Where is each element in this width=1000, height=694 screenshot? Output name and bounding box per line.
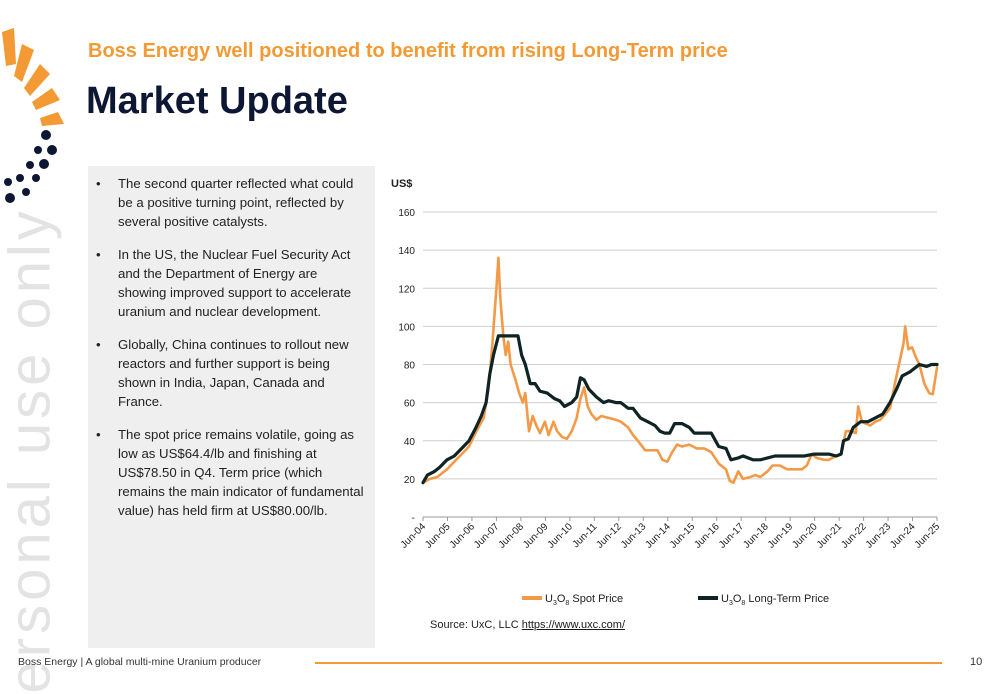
x-tick-label: Jun-17: [717, 521, 747, 551]
bullet-item: In the US, the Nuclear Fuel Security Act…: [96, 245, 369, 321]
slide-title: Market Update: [86, 80, 348, 122]
source-prefix: Source: UxC, LLC: [430, 619, 522, 631]
x-tick-label: Jun-23: [864, 521, 894, 551]
chart-legend: U3O8 Spot Price U3O8 Long-Term Price: [522, 593, 829, 607]
y-axis-label: US$: [391, 178, 412, 190]
x-tick-label: Jun-05: [423, 521, 453, 551]
x-tick-label: Jun-10: [546, 521, 576, 551]
x-tick-label: Jun-06: [448, 521, 478, 551]
spot-price-line: [421, 256, 939, 484]
footer-company: Boss Energy | A global multi-mine Uraniu…: [18, 656, 262, 668]
bullet-list: The second quarter reflected what could …: [88, 166, 375, 520]
x-tick-label: Jun-24: [888, 521, 918, 551]
page-number: 10: [970, 656, 983, 668]
series-lines: [421, 256, 939, 485]
x-tick-label: Jun-19: [766, 521, 796, 551]
x-tick-label: Jun-14: [643, 521, 673, 551]
boss-energy-logo: [2, 28, 64, 203]
y-tick-label: 40: [404, 437, 416, 448]
x-tick-label: Jun-25: [913, 521, 943, 551]
y-tick-label: 100: [398, 322, 415, 333]
x-tick-label: Jun-08: [497, 521, 527, 551]
x-tick-label: Jun-20: [790, 521, 820, 551]
x-tick-label: Jun-16: [692, 521, 722, 551]
long-term-price-line: [421, 334, 939, 485]
y-tick-label: 20: [404, 475, 416, 486]
legend-label-spot: U3O8 Spot Price: [545, 593, 623, 607]
x-tick-label: Jun-04: [399, 521, 429, 551]
bullet-item: Globally, China continues to rollout new…: [96, 335, 369, 411]
bullet-item: The second quarter reflected what could …: [96, 174, 369, 231]
x-tick-label: Jun-12: [595, 521, 625, 551]
y-tick-label: 160: [398, 208, 415, 219]
x-tick-label: Jun-07: [472, 521, 502, 551]
bullet-item: The spot price remains volatile, going a…: [96, 425, 369, 520]
x-tick-label: Jun-13: [619, 521, 649, 551]
legend-label-term: U3O8 Long-Term Price: [721, 593, 829, 607]
footer-divider: [315, 662, 942, 664]
x-tick-labels: Jun-04Jun-05Jun-06Jun-07Jun-08Jun-09Jun-…: [399, 521, 943, 551]
x-tick-label: Jun-21: [815, 521, 845, 551]
chart-grid: [422, 211, 938, 521]
slide-subtitle: Boss Energy well positioned to benefit f…: [88, 40, 728, 62]
y-tick-label: 60: [404, 399, 416, 410]
bullet-panel: The second quarter reflected what could …: [88, 166, 375, 648]
y-tick-label: 80: [404, 361, 416, 372]
source-link[interactable]: https://www.uxc.com/: [521, 619, 626, 631]
x-tick-label: Jun-22: [839, 521, 869, 551]
y-tick-labels: - 20 40 60 80 100 120 140 160: [398, 208, 415, 524]
x-tick-label: Jun-18: [741, 521, 771, 551]
y-tick-label: -: [412, 513, 415, 524]
x-tick-label: Jun-09: [521, 521, 551, 551]
chart-source: Source: UxC, LLC https://www.uxc.com/: [430, 619, 625, 631]
x-tick-label: Jun-11: [571, 521, 600, 550]
x-tick-label: Jun-15: [668, 521, 698, 551]
y-tick-label: 120: [398, 284, 415, 295]
y-tick-label: 140: [398, 246, 415, 257]
watermark-text: ersonal use only: [0, 207, 63, 694]
